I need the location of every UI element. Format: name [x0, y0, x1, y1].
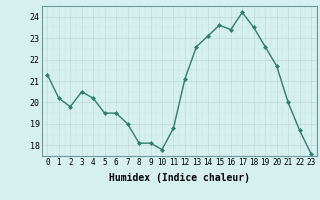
X-axis label: Humidex (Indice chaleur): Humidex (Indice chaleur)	[109, 173, 250, 183]
